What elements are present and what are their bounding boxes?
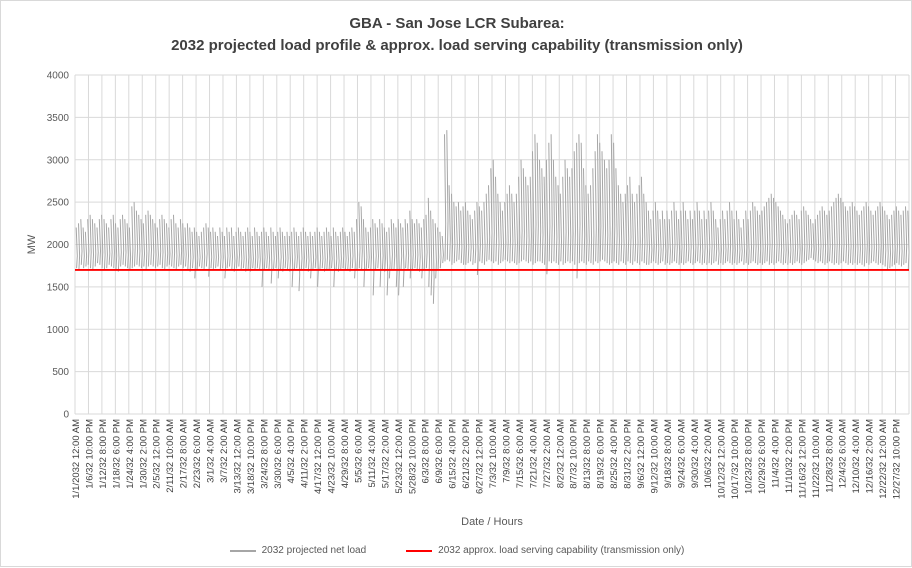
- chart-title: GBA - San Jose LCR Subarea:: [349, 15, 565, 32]
- chart-subtitle: 2032 projected load profile & approx. lo…: [171, 37, 743, 54]
- y-tick-label: 1000: [47, 325, 70, 336]
- x-tick-label: 10/6/32 2:00 AM: [703, 419, 714, 488]
- series-line-net-load: [75, 130, 910, 304]
- x-tick-label: 7/21/32 4:00 AM: [528, 419, 539, 488]
- x-tick-label: 11/16/32 12:00 PM: [797, 419, 808, 499]
- x-tick-label: 11/4/32 4:00 PM: [770, 419, 781, 488]
- x-tick-label: 3/18/32 10:00 PM: [246, 419, 257, 494]
- x-tick-label: 9/6/32 12:00 PM: [636, 419, 647, 489]
- x-tick-label: 12/16/32 2:00 AM: [865, 419, 876, 494]
- x-tick-label: 4/29/32 8:00 AM: [340, 419, 351, 488]
- x-tick-label: 6/21/32 2:00 PM: [461, 419, 472, 489]
- x-tick-label: 8/13/32 8:00 PM: [582, 419, 593, 489]
- x-tick-label: 11/22/32 10:00 AM: [811, 419, 822, 498]
- x-tick-labels: 1/1/2032 12:00 AM 1/6/32 10:00 PM 1/12/32 …: [71, 419, 903, 499]
- x-tick-label: 12/10/32 4:00 AM: [851, 419, 862, 494]
- x-tick-label: 3/30/32 6:00 PM: [273, 419, 284, 489]
- x-tick-label: 8/2/32 12:00 AM: [555, 419, 566, 488]
- x-tick-label: 10/23/32 8:00 PM: [744, 419, 755, 494]
- x-tick-label: 6/9/32 6:00 PM: [434, 419, 445, 484]
- x-tick-label: 10/12/32 12:00 AM: [717, 419, 728, 499]
- x-tick-label: 9/18/32 8:00 AM: [663, 419, 674, 488]
- x-tick-label: 5/5/32 6:00 AM: [353, 419, 364, 483]
- legend: 2032 projected net load 2032 approx. loa…: [1, 545, 912, 556]
- x-tick-label: 2/17/32 8:00 AM: [179, 419, 190, 488]
- x-tick-label: 8/7/32 10:00 PM: [569, 419, 580, 489]
- legend-item-net-load: 2032 projected net load: [229, 545, 367, 556]
- y-tick-label: 3500: [47, 113, 70, 124]
- x-tick-label: 3/24/32 8:00 PM: [259, 419, 270, 489]
- legend-label-net-load: 2032 projected net load: [261, 545, 367, 556]
- x-tick-label: 8/31/32 2:00 PM: [623, 419, 634, 489]
- x-tick-label: 8/25/32 4:00 PM: [609, 419, 620, 489]
- x-tick-label: 1/12/32 8:00 PM: [98, 419, 109, 489]
- x-tick-label: 10/17/32 10:00 PM: [730, 419, 741, 499]
- x-tick-label: 5/28/32 10:00 PM: [407, 419, 418, 494]
- x-tick-label: 7/3/32 10:00 AM: [488, 419, 499, 488]
- legend-label-capability: 2032 approx. load serving capability (tr…: [438, 545, 685, 556]
- series-layer: [75, 130, 910, 304]
- x-tick-label: 7/9/32 8:00 AM: [501, 419, 512, 483]
- x-tick-label: 3/1/32 4:00 AM: [206, 419, 217, 483]
- x-tick-label: 6/3/32 8:00 PM: [421, 419, 432, 484]
- x-tick-label: 1/30/32 2:00 PM: [138, 419, 149, 489]
- y-tick-label: 2000: [47, 240, 70, 251]
- x-tick-label: 1/1/2032 12:00 AM: [71, 419, 82, 499]
- x-tick-label: 4/11/32 2:00 PM: [300, 419, 311, 488]
- x-tick-label: 1/6/32 10:00 PM: [84, 419, 95, 489]
- x-tick-label: 6/27/32 12:00 PM: [475, 419, 486, 494]
- x-tick-label: 7/15/32 6:00 AM: [515, 419, 526, 488]
- x-tick-label: 5/23/32 12:00 AM: [394, 419, 405, 494]
- x-tick-label: 2/5/32 12:00 PM: [152, 419, 163, 489]
- x-tick-label: 4/17/32 12:00 PM: [313, 419, 324, 494]
- x-tick-label: 8/19/32 6:00 PM: [596, 419, 607, 489]
- legend-swatch-net-load: [229, 549, 256, 552]
- x-tick-label: 2/23/32 6:00 AM: [192, 419, 203, 488]
- x-tick-label: 4/5/32 4:00 PM: [286, 419, 297, 484]
- x-tick-label: 12/22/32 12:00 AM: [878, 419, 889, 499]
- x-tick-label: 5/17/32 2:00 AM: [380, 419, 391, 488]
- x-tick-label: 6/15/32 4:00 PM: [448, 419, 459, 489]
- y-axis-title: MW: [26, 234, 38, 254]
- x-tick-label: 5/11/32 4:00 AM: [367, 419, 378, 488]
- x-axis-title: Date / Hours: [461, 516, 523, 528]
- y-tick-label: 0: [63, 410, 69, 421]
- y-tick-label: 4000: [47, 71, 70, 82]
- y-tick-labels: 0 500 1000 1500 2000 2500 3000 3500 4000: [47, 71, 70, 421]
- y-tick-label: 2500: [47, 198, 70, 209]
- x-tick-label: 4/23/32 10:00 AM: [327, 419, 338, 494]
- x-tick-label: 12/4/32 6:00 AM: [838, 419, 849, 488]
- x-tick-label: 7/27/32 2:00 AM: [542, 419, 553, 488]
- x-tick-label: 1/24/32 4:00 PM: [125, 419, 136, 489]
- x-tick-label: 2/11/32 10:00 AM: [165, 419, 176, 493]
- x-tick-label: 9/12/32 10:00 AM: [649, 419, 660, 494]
- x-tick-label: 3/13/32 12:00 AM: [232, 419, 243, 494]
- x-tick-label: 11/10/32 2:00 PM: [784, 419, 795, 493]
- y-tick-label: 500: [52, 367, 69, 378]
- x-tick-label: 11/28/32 8:00 AM: [824, 419, 835, 493]
- x-tick-label: 9/30/32 4:00 AM: [690, 419, 701, 488]
- x-tick-label: 10/29/32 6:00 PM: [757, 419, 768, 494]
- y-tick-label: 3000: [47, 155, 70, 166]
- x-tick-label: 9/24/32 6:00 AM: [676, 419, 687, 488]
- legend-swatch-capability: [406, 549, 433, 552]
- legend-item-capability: 2032 approx. load serving capability (tr…: [406, 545, 684, 556]
- y-tick-label: 1500: [47, 282, 70, 293]
- x-tick-label: 1/18/32 6:00 PM: [111, 419, 122, 489]
- x-tick-label: 12/27/32 10:00 PM: [892, 419, 903, 499]
- x-tick-label: 3/7/32 2:00 AM: [219, 419, 230, 483]
